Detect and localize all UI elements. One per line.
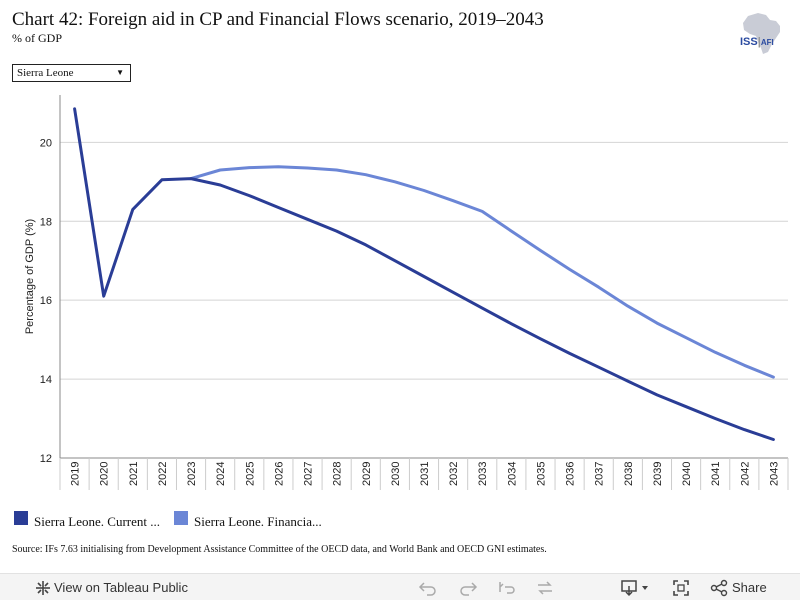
y-tick-label: 16 [40,295,52,307]
x-tick-label: 2040 [681,462,693,486]
x-tick-label: 2042 [739,462,751,486]
x-tick-label: 2033 [477,462,489,486]
source-note: Source: IFs 7.63 initialising from Devel… [12,544,547,555]
x-tick-label: 2029 [361,462,373,486]
x-tick-label: 2021 [128,462,140,486]
legend-label-financial-flows: Sierra Leone. Financia... [194,514,322,529]
tableau-toolbar: View on Tableau Public Share [0,573,800,600]
country-select-value: Sierra Leone [17,67,74,79]
x-tick-label: 2024 [215,462,227,486]
share-icon [710,579,728,597]
y-axis-label: Percentage of GDP (%) [24,219,36,334]
line-chart: 12 14 16 18 20 2019 2020 2021 2022 2023 2024 2025 20… [24,95,789,490]
x-tick-label: 2023 [186,462,198,486]
x-tick-label: 2027 [303,462,315,486]
revert-icon[interactable] [497,579,517,597]
y-tick-label: 20 [40,137,52,149]
legend-label-current-path: Sierra Leone. Current ... [34,514,160,529]
legend-swatch-current-path [14,511,28,525]
x-tick-label: 2036 [565,462,577,486]
x-tick-label: 2020 [99,462,111,486]
x-tick-label: 2031 [419,462,431,486]
logo[interactable]: ISS|AFI [736,10,792,56]
logo-text: ISS|AFI [740,36,774,48]
chart-subtitle: % of GDP [12,31,62,45]
series-line-0 [73,107,775,441]
y-tick-label: 14 [40,374,52,386]
x-tick-label: 2030 [390,462,402,486]
x-tick-label: 2043 [768,462,780,486]
y-tick-label: 18 [40,216,52,228]
chart-title: Chart 42: Foreign aid in CP and Financia… [12,9,544,30]
x-tick-label: 2039 [652,462,664,486]
view-on-tableau-label: View on Tableau Public [54,580,188,595]
redo-icon[interactable] [458,579,478,597]
x-tick-label: 2035 [535,462,547,486]
africa-map-icon [743,13,780,54]
y-tick-label: 12 [40,453,52,465]
x-tick-label: 2028 [332,462,344,486]
x-tick-label: 2019 [70,462,82,486]
share-label: Share [732,580,767,595]
x-tick-label: 2022 [157,462,169,486]
x-tick-label: 2034 [506,462,518,486]
undo-icon[interactable] [418,579,438,597]
x-tick-label: 2032 [448,462,460,486]
download-icon[interactable] [620,579,652,597]
x-tick-label: 2026 [273,462,285,486]
x-tick-label: 2037 [594,462,606,486]
x-tick-label: 2041 [710,462,722,486]
series-line-1 [189,165,775,379]
x-tick-label: 2038 [623,462,635,486]
fullscreen-icon[interactable] [672,579,690,597]
tableau-logo-icon [36,581,50,595]
legend-swatch-financial-flows [174,511,188,525]
x-tick-label: 2025 [244,462,256,486]
refresh-icon[interactable] [535,579,555,597]
chevron-down-icon: ▼ [116,68,124,77]
country-select[interactable]: Sierra Leone ▼ [12,64,131,82]
